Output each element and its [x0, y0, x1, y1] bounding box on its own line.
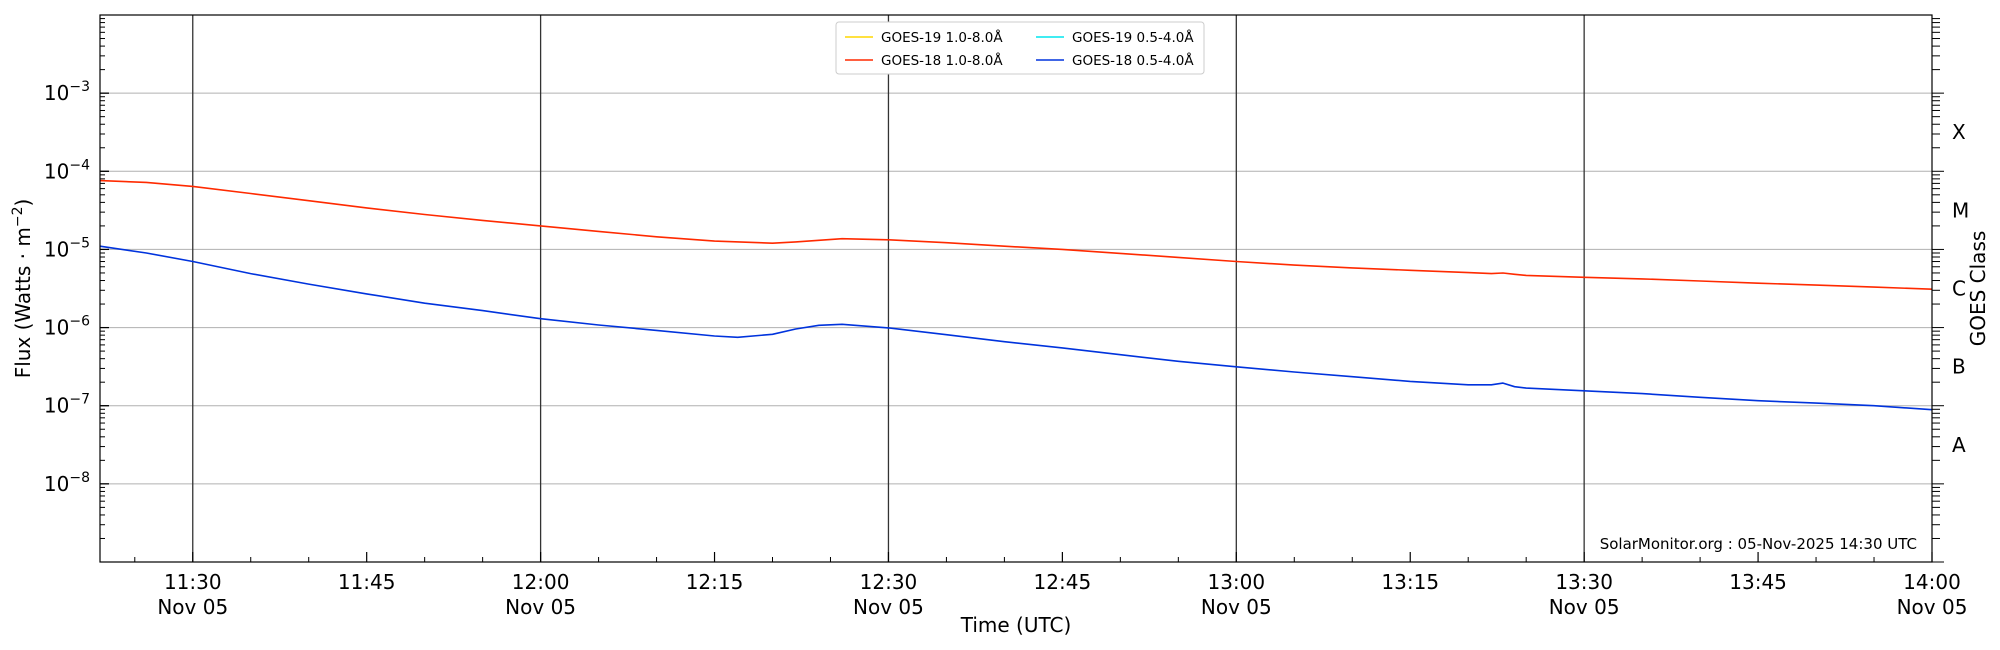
legend: GOES-19 1.0-8.0Å GOES-19 0.5-4.0Å GOES-18 … [835, 21, 1205, 75]
series-line [99, 179, 1933, 290]
x-tick-label: 11:30 [164, 570, 222, 594]
x-tick-label: 12:45 [1034, 570, 1092, 594]
legend-label: GOES-19 1.0-8.0Å [881, 29, 1003, 46]
x-tick-date-label: Nov 05 [157, 595, 228, 619]
watermark-text: SolarMonitor.org : 05-Nov-2025 14:30 UTC [1600, 535, 1917, 553]
goes-class-label: A [1952, 433, 1966, 457]
y-tick-label: 10−8 [44, 470, 90, 496]
x-tick-label: 12:00 [512, 570, 570, 594]
goes-class-labels: A B C M X [1952, 120, 1969, 457]
x-tick-label: 14:00 [1903, 570, 1961, 594]
y-tick-label: 10−4 [44, 157, 90, 183]
y-tick-label: 10−6 [44, 314, 90, 340]
x-tick-date-label: Nov 05 [505, 595, 576, 619]
y-axis-label: Flux (Watts · m−2) [10, 199, 35, 379]
vertical-time-lines [192, 15, 1585, 562]
legend-box [835, 21, 1205, 75]
series-line [99, 245, 1933, 411]
y-axis-label-sup: −2 [10, 207, 26, 228]
goes-class-label: X [1952, 120, 1966, 144]
goes-class-label: B [1952, 355, 1966, 379]
legend-label: GOES-19 0.5-4.0Å [1072, 29, 1194, 46]
x-tick-label: 13:30 [1555, 570, 1613, 594]
goes-class-label: C [1952, 277, 1966, 301]
x-tick-date-label: Nov 05 [1897, 595, 1968, 619]
legend-label: GOES-18 1.0-8.0Å [881, 52, 1003, 69]
y-axis-label-main: Flux (Watts · m [11, 227, 35, 378]
x-tick-date-label: Nov 05 [853, 595, 924, 619]
grid-layer [100, 14, 1932, 485]
goes-class-axis-label: GOES Class [1966, 231, 1990, 347]
x-tick-label: 13:45 [1729, 570, 1787, 594]
y-tick-label: 10−7 [44, 392, 90, 418]
y-axis-label-close: ) [11, 199, 35, 207]
y-tick-labels: 10−8 10−7 10−6 10−5 10−4 10−3 [44, 79, 90, 496]
x-axis-label: Time (UTC) [960, 613, 1072, 637]
ticks-layer [100, 18, 1944, 563]
x-tick-label: 12:15 [686, 570, 744, 594]
x-tick-label: 12:30 [860, 570, 918, 594]
x-tick-label: 13:00 [1207, 570, 1265, 594]
y-tick-label: 10−3 [44, 79, 90, 105]
legend-label: GOES-18 0.5-4.0Å [1072, 52, 1194, 69]
y-tick-label: 10−5 [44, 235, 90, 261]
x-tick-label: 13:15 [1381, 570, 1439, 594]
plot-frame [99, 14, 1933, 563]
x-tick-date-label: Nov 05 [1201, 595, 1272, 619]
x-tick-label: 11:45 [338, 570, 396, 594]
series-layer [99, 179, 1933, 411]
x-tick-date-label: Nov 05 [1549, 595, 1620, 619]
goes-class-label: M [1952, 198, 1969, 222]
